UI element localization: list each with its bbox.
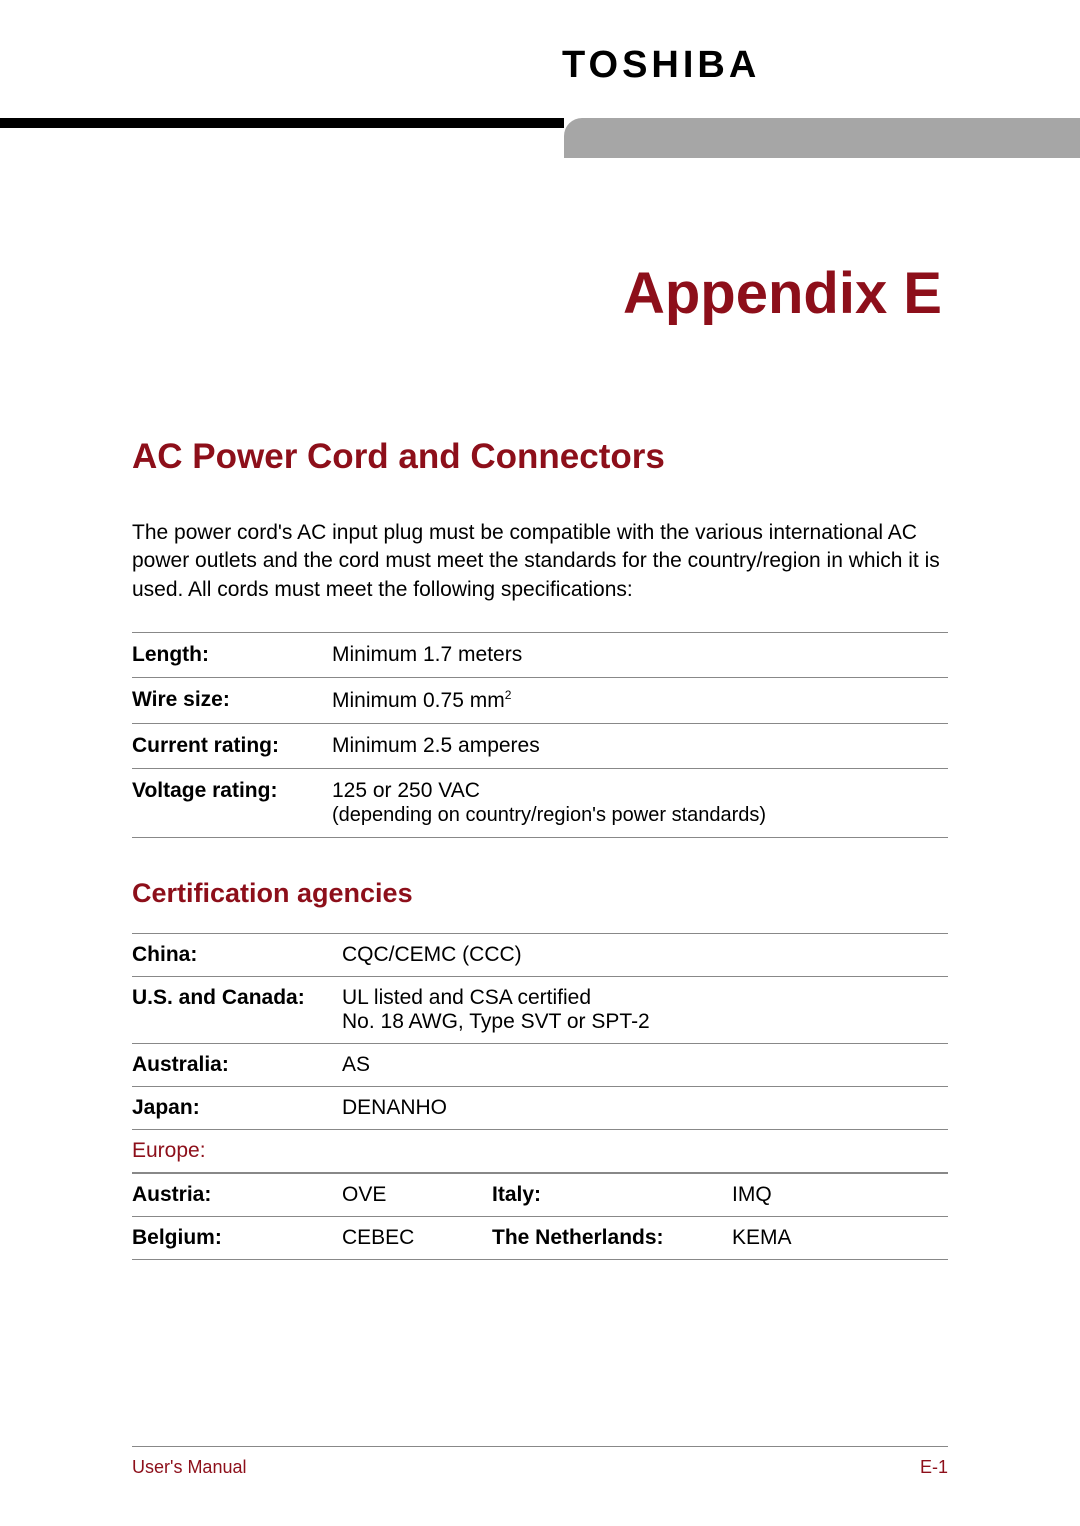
- table-row: Japan: DENANHO: [132, 1087, 948, 1130]
- spec-value: Minimum 1.7 meters: [332, 633, 948, 678]
- table-row: Austria: OVE Italy: IMQ: [132, 1174, 948, 1217]
- footer-left: User's Manual: [132, 1457, 246, 1478]
- cert-value-text: UL listed and CSA certified: [342, 986, 591, 1009]
- page: { "brand": "TOSHIBA", "colors": { "accen…: [0, 0, 1080, 1526]
- footer-right: E-1: [920, 1457, 948, 1478]
- section-title: AC Power Cord and Connectors: [132, 437, 948, 477]
- eu-label: Austria:: [132, 1174, 342, 1217]
- footer: User's Manual E-1: [132, 1446, 948, 1478]
- spec-label: Voltage rating:: [132, 769, 332, 838]
- cert-value: AS: [342, 1044, 948, 1087]
- eu-value: CEBEC: [342, 1217, 492, 1260]
- header: TOSHIBA: [0, 0, 1080, 130]
- table-row: Length: Minimum 1.7 meters: [132, 633, 948, 678]
- spec-label: Wire size:: [132, 678, 332, 724]
- header-rule-gray: [564, 118, 1080, 158]
- table-row: China: CQC/CEMC (CCC): [132, 934, 948, 977]
- cert-title: Certification agencies: [132, 878, 948, 909]
- cert-value: CQC/CEMC (CCC): [342, 934, 948, 977]
- cert-label: Australia:: [132, 1044, 342, 1087]
- eu-label: Italy:: [492, 1174, 732, 1217]
- table-row: Current rating: Minimum 2.5 amperes: [132, 724, 948, 769]
- table-row: Europe:: [132, 1130, 948, 1173]
- eu-label: Belgium:: [132, 1217, 342, 1260]
- cert-table: China: CQC/CEMC (CCC) U.S. and Canada: U…: [132, 933, 948, 1173]
- cert-value: UL listed and CSA certified No. 18 AWG, …: [342, 977, 948, 1044]
- appendix-title: Appendix E: [132, 260, 942, 327]
- spec-label: Current rating:: [132, 724, 332, 769]
- eu-value: OVE: [342, 1174, 492, 1217]
- brand-logo: TOSHIBA: [562, 44, 760, 87]
- eu-value: KEMA: [732, 1217, 948, 1260]
- header-rule-black: [0, 118, 564, 128]
- europe-table: Austria: OVE Italy: IMQ Belgium: CEBEC T…: [132, 1173, 948, 1260]
- cert-label: Japan:: [132, 1087, 342, 1130]
- eu-value: IMQ: [732, 1174, 948, 1217]
- intro-paragraph: The power cord's AC input plug must be c…: [132, 519, 948, 604]
- spec-table: Length: Minimum 1.7 meters Wire size: Mi…: [132, 632, 948, 838]
- superscript: 2: [505, 688, 512, 702]
- spec-note: (depending on country/region's power sta…: [332, 804, 766, 826]
- content: Appendix E AC Power Cord and Connectors …: [0, 260, 1080, 1260]
- spec-value-text: Minimum 0.75 mm: [332, 689, 505, 712]
- table-row: Voltage rating: 125 or 250 VAC (dependin…: [132, 769, 948, 838]
- spec-value: 125 or 250 VAC (depending on country/reg…: [332, 769, 948, 838]
- spec-value-text: 125 or 250 VAC: [332, 779, 480, 802]
- eu-label: The Netherlands:: [492, 1217, 732, 1260]
- cert-label: China:: [132, 934, 342, 977]
- cert-label: U.S. and Canada:: [132, 977, 342, 1044]
- table-row: U.S. and Canada: UL listed and CSA certi…: [132, 977, 948, 1044]
- table-row: Australia: AS: [132, 1044, 948, 1087]
- spec-value: Minimum 0.75 mm2: [332, 678, 948, 724]
- spec-label: Length:: [132, 633, 332, 678]
- cert-note: No. 18 AWG, Type SVT or SPT-2: [342, 1010, 650, 1033]
- europe-heading: Europe:: [132, 1130, 948, 1173]
- spec-value: Minimum 2.5 amperes: [332, 724, 948, 769]
- table-row: Wire size: Minimum 0.75 mm2: [132, 678, 948, 724]
- table-row: Belgium: CEBEC The Netherlands: KEMA: [132, 1217, 948, 1260]
- cert-value: DENANHO: [342, 1087, 948, 1130]
